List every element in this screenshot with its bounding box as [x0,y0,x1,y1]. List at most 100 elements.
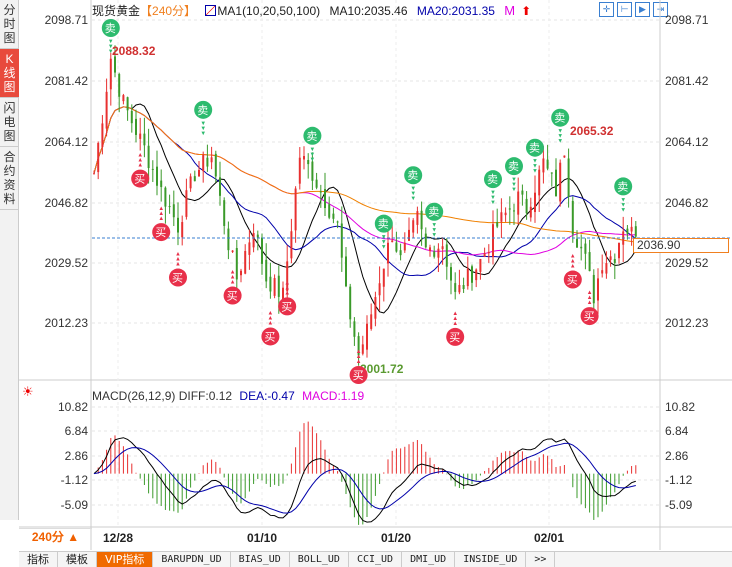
current-price-label: 2036.90 [633,238,729,253]
candle-body [101,123,104,148]
signal-arrow-icon: ▼ [511,182,517,188]
tab-timeshare[interactable]: 分时图 [0,0,19,49]
candle-body [198,169,200,177]
candle-body [630,226,633,232]
candle-body [626,228,629,234]
signal-arrow-icon: ▼ [490,195,496,201]
price-tick-right: 2098.71 [665,13,709,27]
candle-body [504,212,507,216]
candle-body [366,323,368,350]
signal-arrow-icon: ▼ [431,228,437,234]
tab-flash[interactable]: 闪电图 [0,98,19,147]
signal-arrow-icon: ▼ [108,44,114,50]
candle-body [387,242,389,264]
tab-more[interactable]: >> [526,552,556,567]
sell-signal-icon [526,138,544,157]
macd-tick-right: 10.82 [665,400,696,414]
tab-boll[interactable]: BOLL_UD [290,552,349,567]
sell-signal-icon [505,157,523,176]
candle-body [147,145,150,169]
ma50-line [93,106,636,256]
tab-vip-indicators[interactable]: VIP指标 [97,552,154,567]
candle-body [126,97,129,111]
price-tick-left: 2064.12 [44,135,88,149]
signal-arrow-icon: ▲ [137,158,143,164]
candle-body [580,246,583,249]
sell-signal-label: 卖 [407,169,418,182]
tab-indicators[interactable]: 指标 [19,552,58,567]
macd-title[interactable]: MACD(26,12,9) [92,389,176,403]
indicator-settings-icon[interactable]: ☀ [22,384,34,399]
candle-body [550,172,553,174]
buy-signal-label: 买 [584,310,595,323]
zoom-next-icon[interactable]: ▶ [635,2,650,17]
signal-arrow-icon: ▲ [284,290,290,296]
candle-body [437,248,440,258]
candle-body [214,153,217,177]
arrow-up-icon[interactable]: ⬆ [521,4,532,18]
signal-arrow-icon: ▲ [452,316,458,322]
signal-arrow-icon: ▲ [158,206,164,212]
signal-arrow-icon: ▼ [200,131,206,137]
candle-body [193,176,196,182]
candle-body [319,191,322,193]
signal-arrow-icon: ▲ [356,354,362,360]
crosshair-icon[interactable]: ✛ [599,2,614,17]
candle-body [370,314,373,329]
period-selector[interactable]: 240分 ▲ [19,528,92,545]
candle-body [248,242,251,255]
candle-body [576,238,578,248]
date-label: 12/28 [103,531,134,545]
ma100-line [93,106,636,243]
ma-chart-icon[interactable] [205,5,217,16]
indicator-tab-bar: 指标 模板 VIP指标 BARUPDN_UD BIAS_UD BOLL_UD C… [19,551,732,567]
buy-signal-icon [446,327,465,346]
candle-body [336,221,339,223]
candle-body [433,251,436,257]
sell-signal-icon [374,214,393,233]
candle-body [202,154,205,172]
signal-arrow-icon: ▼ [620,207,626,213]
signal-arrow-icon: ▲ [158,211,164,217]
candle-body [605,263,608,274]
candle-body [286,261,289,292]
ma-settings[interactable]: MA1(10,20,50,100) [217,4,321,18]
candle-body [408,229,410,241]
candle-body [328,204,331,218]
candle-body [315,179,318,188]
candle-body [349,286,352,320]
tab-dmi[interactable]: DMI_UD [402,552,456,567]
candle-body [168,206,171,208]
macd-tick-right: 6.84 [665,424,689,438]
tab-inside[interactable]: INSIDE_UD [455,552,527,567]
tab-templates[interactable]: 模板 [58,552,97,567]
sell-signal-icon [551,108,570,127]
sell-signal-icon [101,19,120,37]
sell-signal-icon [425,202,444,221]
macd-tick-left: -1.12 [60,473,88,487]
macd-dea: DEA:-0.47 [239,389,295,403]
sell-signal-icon [484,170,502,189]
signal-arrow-icon: ▼ [381,240,387,246]
tab-kline[interactable]: K线图 [0,49,19,98]
tab-bias[interactable]: BIAS_UD [231,552,290,567]
candle-body [139,133,142,139]
tab-cci[interactable]: CCI_UD [349,552,403,567]
signal-arrow-icon: ▲ [356,359,362,365]
ma-more[interactable]: M [504,3,516,18]
signal-arrow-icon: ▲ [570,254,576,260]
candle-body [513,210,515,212]
candle-body [181,222,184,238]
candle-body [340,223,343,258]
tab-barupdn[interactable]: BARUPDN_UD [153,552,231,567]
macd-tick-right: -1.12 [665,473,693,487]
signal-arrow-icon: ▼ [381,235,387,241]
signal-arrow-icon: ▼ [620,202,626,208]
signal-arrow-icon: ▲ [230,275,236,281]
candle-body [160,180,163,188]
signal-arrow-icon: ▼ [108,49,114,55]
tab-contract-info[interactable]: 合约资料 [0,147,19,210]
zoom-in-icon[interactable]: ⊢ [617,2,632,17]
candle-body [164,187,167,207]
